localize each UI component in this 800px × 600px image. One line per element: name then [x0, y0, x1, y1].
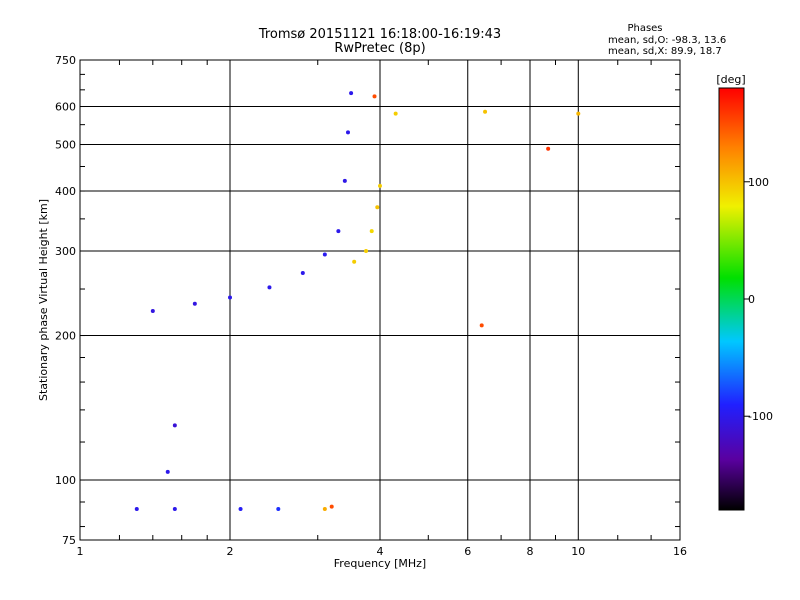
x-axis-ticks: 1 2 4 6 8 10 16 — [77, 545, 688, 558]
colorbar-tick-label: -100 — [748, 410, 773, 423]
data-point — [546, 146, 551, 151]
x-tick-label: 16 — [673, 545, 687, 558]
data-point — [378, 183, 382, 188]
data-point — [336, 229, 341, 234]
grid-lines — [80, 60, 680, 540]
data-point — [165, 469, 170, 474]
data-point — [352, 259, 357, 264]
y-tick-label: 600 — [55, 101, 76, 114]
data-point — [238, 507, 243, 512]
colorbar-tick-label: 0 — [748, 293, 755, 306]
phase-stats-x: mean, sd,X: 89.9, 18.7 — [608, 46, 722, 57]
colorbar-label: [deg] — [716, 73, 745, 86]
phases-heading: Phases — [627, 23, 662, 34]
data-point — [375, 205, 380, 210]
data-point — [393, 111, 398, 116]
data-point — [267, 285, 272, 290]
x-tick-label: 10 — [571, 545, 585, 558]
chart-title: Tromsø 20151121 16:18:00-16:19:43 — [258, 27, 501, 42]
data-point — [372, 94, 377, 99]
y-tick-label: 200 — [55, 330, 76, 343]
data-point — [192, 301, 197, 306]
colorbar — [718, 87, 745, 511]
y-tick-label: 100 — [55, 474, 76, 487]
data-point — [576, 111, 581, 116]
y-tick-label: 75 — [62, 534, 76, 547]
x-axis-label: Frequency [MHz] — [334, 557, 426, 570]
y-tick-label: 750 — [55, 54, 76, 67]
x-tick-label: 1 — [77, 545, 84, 558]
data-point — [369, 229, 374, 234]
minor-ticks — [80, 60, 680, 540]
data-point — [364, 249, 369, 254]
y-tick-label: 300 — [55, 245, 76, 258]
data-point — [345, 130, 350, 135]
data-point — [300, 270, 305, 275]
colorbar-ticks: 100 0 -100 — [744, 176, 773, 423]
data-point — [150, 308, 155, 313]
y-axis-ticks: 75 100 200 300 400 500 600 750 — [55, 54, 76, 547]
data-point — [329, 504, 334, 509]
data-points — [134, 91, 581, 512]
x-tick-label: 6 — [464, 545, 471, 558]
y-tick-label: 400 — [55, 185, 76, 198]
chart-subtitle: RwPretec (8p) — [334, 41, 425, 56]
data-point — [172, 507, 177, 512]
data-point — [322, 507, 327, 512]
data-point — [483, 109, 488, 114]
data-point — [342, 178, 347, 183]
data-point — [134, 507, 139, 512]
data-point — [479, 323, 484, 328]
data-point — [349, 91, 354, 96]
data-point — [172, 423, 177, 428]
x-tick-label: 8 — [527, 545, 534, 558]
y-tick-label: 500 — [55, 139, 76, 152]
x-tick-label: 4 — [377, 545, 384, 558]
colorbar-tick-label: 100 — [748, 176, 769, 189]
data-point — [276, 507, 281, 512]
y-axis-label: Stationary phase Virtual Height [km] — [37, 199, 50, 401]
x-tick-label: 2 — [227, 545, 234, 558]
data-point — [322, 252, 327, 257]
data-point — [228, 295, 232, 300]
phase-stats-o: mean, sd,O: -98.3, 13.6 — [608, 35, 726, 46]
